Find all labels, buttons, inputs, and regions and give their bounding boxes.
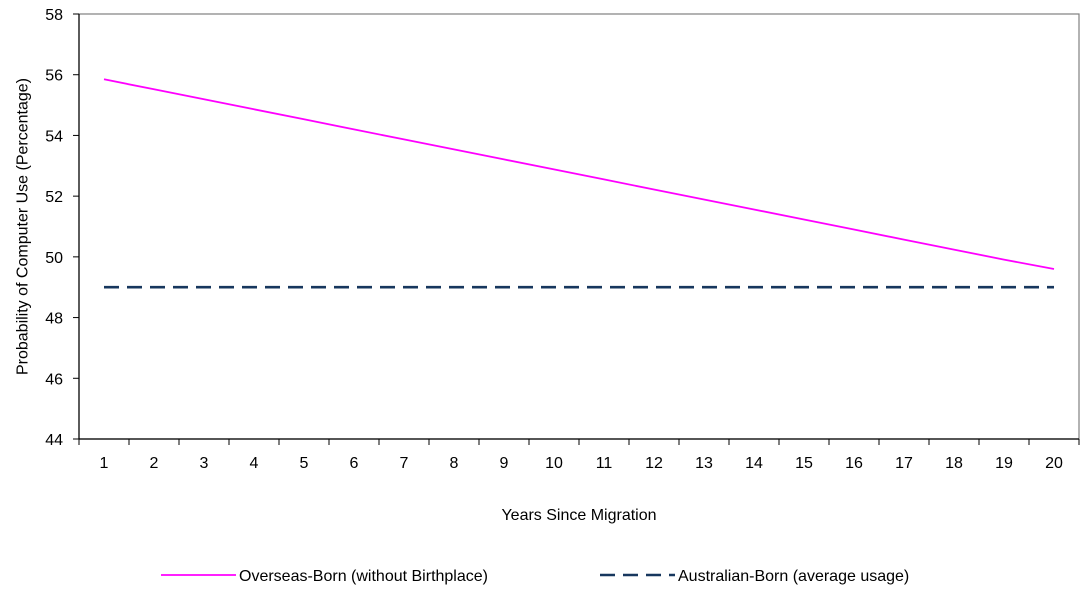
- y-tick-label: 54: [45, 128, 63, 145]
- y-tick-label: 50: [45, 250, 63, 267]
- plot-frame: [78, 13, 1080, 440]
- y-tick-label: 52: [45, 189, 63, 206]
- y-tick-label: 44: [45, 432, 63, 449]
- x-tick-label: 6: [350, 455, 359, 472]
- y-tick-label: 58: [45, 7, 63, 24]
- x-tick-label: 13: [695, 455, 713, 472]
- x-tick-label: 11: [596, 455, 613, 472]
- x-tick-label: 7: [400, 455, 409, 472]
- x-tick-label: 4: [250, 455, 259, 472]
- x-tick-label: 5: [300, 455, 309, 472]
- x-tick-label: 19: [995, 455, 1013, 472]
- x-axis-title: Years Since Migration: [501, 507, 656, 524]
- series-lines: [103, 78, 1055, 289]
- x-tick-label: 12: [645, 455, 663, 472]
- x-tick-label: 3: [200, 455, 209, 472]
- axes: [78, 13, 1080, 440]
- x-tick-label: 1: [100, 455, 109, 472]
- x-tick-label: 14: [745, 455, 763, 472]
- x-axis-ticks: 1 2 3 4 5 6 7 8 9 10 11 12 13 14 15 16 17 18 19 20: [78, 439, 1080, 472]
- x-tick-label: 10: [545, 455, 563, 472]
- x-tick-label: 2: [150, 455, 159, 472]
- x-tick-label: 18: [945, 455, 963, 472]
- y-tick-label: 48: [45, 311, 63, 328]
- series-line-1: [103, 78, 1055, 270]
- y-axis-ticks: 44 46 48 50 52 54 56 58: [45, 7, 79, 449]
- y-tick-label: 56: [45, 68, 63, 85]
- x-tick-label: 9: [500, 455, 509, 472]
- legend: Overseas-Born (without Birthplace) Austra…: [161, 568, 909, 585]
- y-tick-label: 46: [45, 371, 63, 388]
- legend-label-1: Overseas-Born (without Birthplace): [239, 568, 488, 585]
- x-tick-label: 20: [1045, 455, 1063, 472]
- legend-label-2: Australian-Born (average usage): [678, 568, 909, 585]
- x-tick-label: 17: [895, 455, 913, 472]
- x-tick-label: 15: [795, 455, 813, 472]
- y-axis-title: Probability of Computer Use (Percentage): [15, 78, 32, 375]
- x-tick-label: 16: [845, 455, 863, 472]
- x-tick-label: 8: [450, 455, 459, 472]
